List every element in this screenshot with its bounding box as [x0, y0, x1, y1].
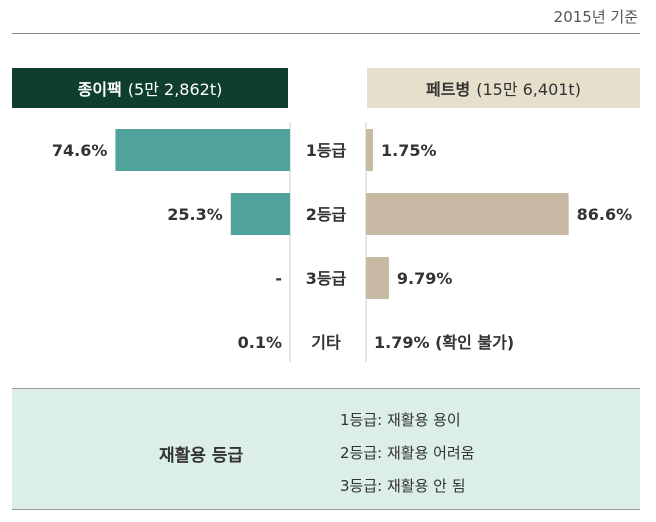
legend-item-grade-3: 3등급: 재활용 안 됨	[340, 477, 466, 495]
category-label: 3등급	[306, 269, 347, 288]
category-label: 기타	[311, 333, 341, 352]
recycling-grade-butterfly-chart: 1등급 74.6% 1.75% 2등급 25.3% 86.6% 3등급 - 9.79% 기타 0.1…	[52, 122, 633, 362]
paper-pack-value-label: 25.3%	[167, 205, 223, 224]
legend-title: 재활용 등급	[159, 446, 244, 466]
pet-bottle-header: 페트병 (15만 6,401t)	[367, 68, 640, 108]
recycling-grade-legend: 재활용 등급 1등급: 재활용 용이 2등급: 재활용 어려움 3등급: 재활용…	[12, 388, 640, 510]
top-divider	[12, 33, 640, 34]
legend-item-grade-1: 1등급: 재활용 용이	[340, 411, 461, 429]
pet-bottle-amount: (15만 6,401t)	[476, 80, 581, 99]
pet-bottle-value-label: 1.79% (확인 불가)	[374, 333, 514, 352]
paper-pack-bar	[230, 193, 290, 235]
paper-pack-name: 종이팩	[77, 80, 122, 99]
pet-bottle-bar	[366, 257, 389, 299]
pet-bottle-bar	[366, 129, 373, 171]
pet-bottle-value-label: 1.75%	[381, 141, 437, 160]
category-label: 1등급	[306, 141, 347, 160]
paper-pack-value-label: 74.6%	[52, 141, 108, 160]
paper-pack-amount: (5만 2,862t)	[127, 80, 223, 99]
paper-pack-bar	[115, 129, 290, 171]
category-label: 2등급	[306, 205, 347, 224]
pet-bottle-bar	[366, 193, 569, 235]
paper-pack-value-label: -	[275, 269, 282, 288]
paper-pack-header: 종이팩 (5만 2,862t)	[12, 68, 288, 108]
pet-bottle-value-label: 9.79%	[397, 269, 453, 288]
paper-pack-value-label: 0.1%	[238, 333, 282, 352]
pet-bottle-name: 페트병	[426, 80, 471, 99]
pet-bottle-value-label: 86.6%	[577, 205, 633, 224]
reference-year-note: 2015년 기준	[553, 8, 638, 26]
legend-item-grade-2: 2등급: 재활용 어려움	[340, 444, 475, 462]
